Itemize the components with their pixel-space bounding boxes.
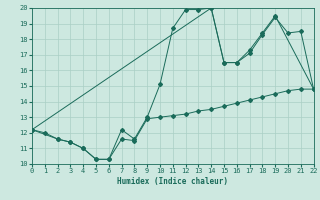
X-axis label: Humidex (Indice chaleur): Humidex (Indice chaleur) — [117, 177, 228, 186]
